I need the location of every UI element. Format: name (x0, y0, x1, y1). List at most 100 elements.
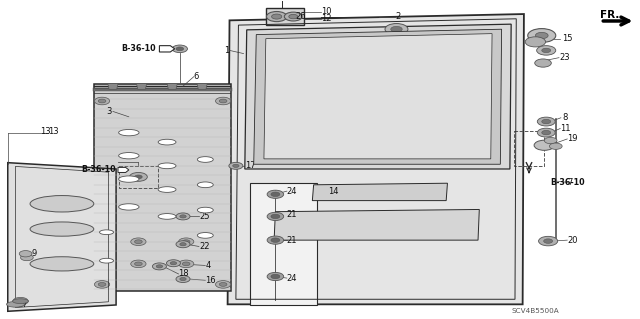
Circle shape (539, 236, 557, 246)
Polygon shape (136, 84, 147, 89)
Ellipse shape (6, 301, 24, 307)
Circle shape (99, 99, 106, 103)
Polygon shape (197, 84, 207, 89)
Text: 16: 16 (205, 276, 216, 285)
Text: 13: 13 (40, 127, 51, 136)
Circle shape (271, 192, 280, 197)
Text: B-36-10: B-36-10 (550, 178, 586, 187)
Circle shape (391, 26, 402, 32)
Ellipse shape (30, 196, 94, 212)
Circle shape (385, 24, 408, 35)
Circle shape (220, 99, 227, 103)
Text: 20: 20 (567, 236, 578, 245)
Circle shape (266, 11, 287, 22)
Circle shape (525, 37, 545, 47)
Circle shape (528, 29, 556, 42)
Ellipse shape (118, 152, 139, 159)
Circle shape (541, 130, 550, 135)
Circle shape (271, 214, 280, 219)
Text: SCV4B5500A: SCV4B5500A (511, 308, 559, 314)
Circle shape (267, 236, 284, 244)
Text: 9: 9 (32, 249, 37, 258)
Polygon shape (8, 163, 116, 311)
Bar (119, 166, 157, 188)
Ellipse shape (13, 299, 28, 304)
Text: 19: 19 (567, 134, 578, 144)
Circle shape (549, 143, 562, 149)
Ellipse shape (197, 182, 213, 188)
Polygon shape (264, 33, 492, 159)
Circle shape (267, 212, 284, 220)
Text: 3: 3 (106, 107, 111, 116)
Text: 11: 11 (560, 124, 571, 133)
Text: 5: 5 (492, 107, 497, 116)
Circle shape (182, 240, 190, 244)
Circle shape (538, 117, 555, 126)
Ellipse shape (197, 157, 213, 162)
Circle shape (233, 164, 239, 167)
Circle shape (541, 119, 550, 124)
Text: 27: 27 (17, 300, 28, 309)
Text: 25: 25 (199, 212, 209, 221)
Text: 17: 17 (245, 161, 255, 170)
Circle shape (267, 190, 284, 198)
Bar (515, 131, 544, 166)
Circle shape (271, 238, 280, 242)
Polygon shape (167, 84, 177, 89)
Circle shape (220, 283, 227, 286)
Ellipse shape (197, 233, 213, 238)
Ellipse shape (118, 176, 139, 182)
Ellipse shape (100, 258, 113, 263)
Ellipse shape (100, 230, 113, 234)
Text: 2: 2 (395, 12, 401, 21)
Text: 24: 24 (287, 274, 298, 283)
Circle shape (134, 240, 142, 244)
Polygon shape (274, 210, 479, 240)
Ellipse shape (118, 204, 139, 210)
Ellipse shape (118, 130, 139, 136)
Polygon shape (108, 84, 118, 89)
Circle shape (284, 12, 302, 21)
Circle shape (229, 162, 243, 169)
Circle shape (152, 263, 166, 270)
Circle shape (536, 33, 548, 39)
Text: 23: 23 (559, 53, 570, 62)
Polygon shape (228, 14, 524, 304)
Bar (94, 84, 231, 291)
Text: 1: 1 (224, 46, 230, 55)
Ellipse shape (158, 163, 176, 169)
Circle shape (537, 46, 556, 55)
Bar (250, 183, 317, 305)
Text: 22: 22 (199, 242, 209, 251)
Polygon shape (118, 167, 129, 173)
Bar (266, 8, 304, 25)
Text: B-36-10: B-36-10 (122, 44, 156, 53)
Ellipse shape (30, 222, 94, 236)
Text: 10: 10 (321, 7, 332, 16)
Text: 4: 4 (205, 261, 211, 270)
Ellipse shape (158, 187, 176, 192)
Polygon shape (159, 46, 175, 52)
Text: B-36-10: B-36-10 (81, 166, 116, 174)
Circle shape (289, 14, 298, 19)
Text: 14: 14 (328, 187, 338, 196)
Circle shape (216, 281, 231, 288)
Circle shape (179, 238, 194, 246)
Circle shape (271, 14, 282, 19)
Text: 12: 12 (321, 14, 332, 23)
Circle shape (172, 45, 188, 53)
Circle shape (95, 97, 109, 105)
Circle shape (19, 250, 32, 257)
Circle shape (131, 238, 146, 246)
Circle shape (216, 97, 231, 105)
Circle shape (534, 140, 554, 150)
Text: 6: 6 (194, 72, 199, 81)
Text: 18: 18 (179, 270, 189, 278)
Ellipse shape (158, 139, 176, 145)
Circle shape (99, 283, 106, 286)
Circle shape (267, 272, 284, 281)
Circle shape (166, 260, 180, 267)
Text: 13: 13 (48, 127, 58, 136)
Circle shape (179, 260, 194, 268)
Text: 8: 8 (562, 113, 568, 122)
